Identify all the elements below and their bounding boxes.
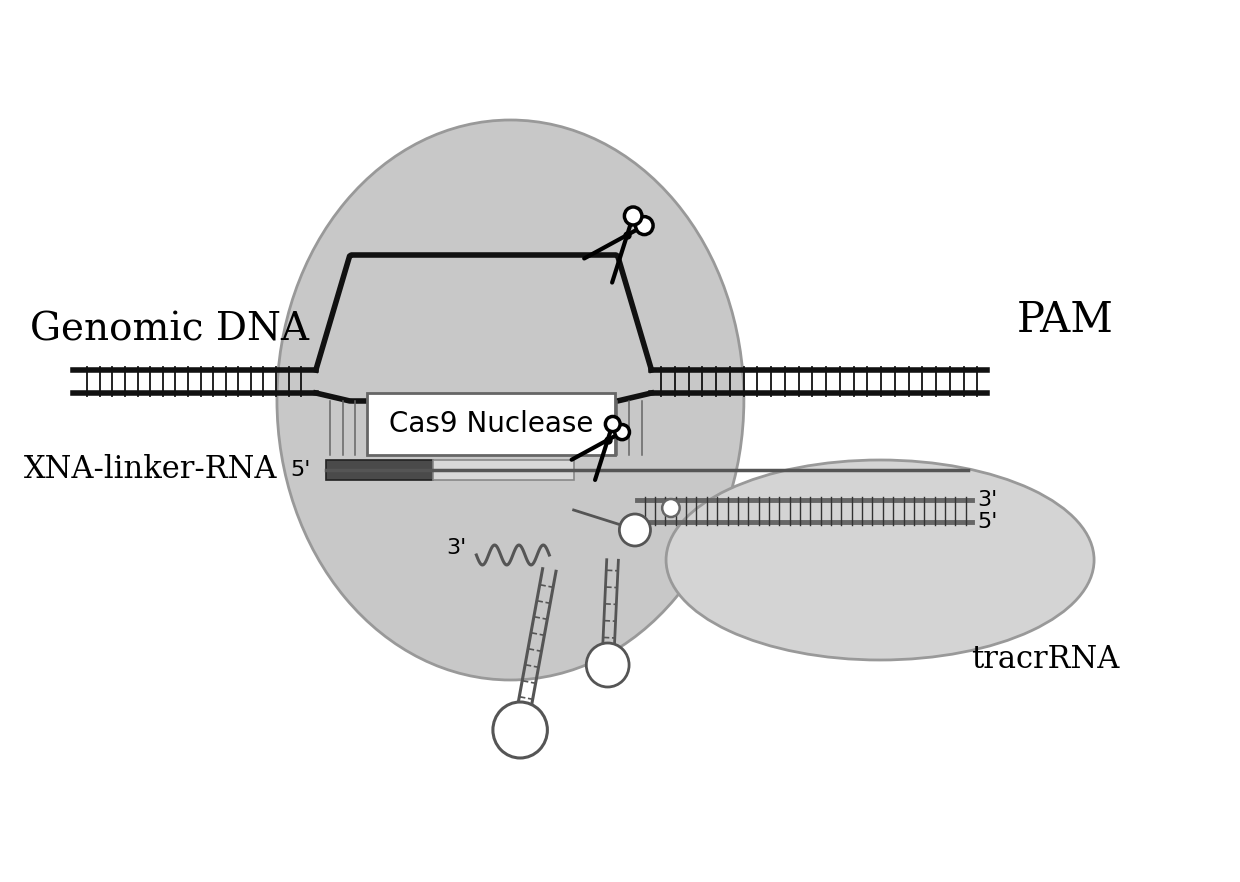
Circle shape — [625, 207, 642, 225]
Circle shape — [619, 514, 651, 546]
Circle shape — [636, 217, 653, 235]
Text: 3': 3' — [977, 490, 998, 510]
Ellipse shape — [277, 120, 744, 680]
Circle shape — [615, 424, 630, 439]
Circle shape — [587, 643, 629, 687]
Text: 5': 5' — [290, 460, 311, 480]
Ellipse shape — [666, 460, 1094, 660]
FancyBboxPatch shape — [367, 393, 615, 455]
Circle shape — [605, 416, 620, 431]
Text: 5': 5' — [977, 512, 998, 532]
Text: Cas9 Nuclease: Cas9 Nuclease — [389, 410, 593, 438]
Text: Genomic DNA: Genomic DNA — [31, 311, 310, 348]
Bar — [433, 460, 574, 480]
Circle shape — [494, 702, 547, 758]
Bar — [326, 460, 433, 480]
Text: PAM: PAM — [1017, 299, 1114, 341]
Text: XNA-linker-RNA: XNA-linker-RNA — [24, 454, 278, 485]
Text: 3': 3' — [446, 538, 466, 558]
Circle shape — [662, 499, 680, 517]
Text: tracrRNA: tracrRNA — [971, 645, 1120, 676]
